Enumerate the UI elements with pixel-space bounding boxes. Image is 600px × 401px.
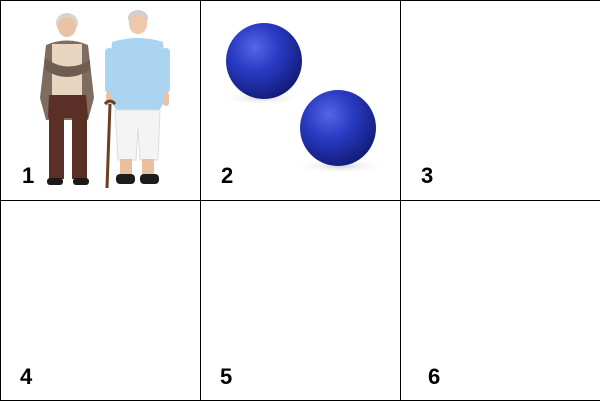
cell-number-2: 2 [221,163,234,188]
cell-number-3: 3 [421,163,434,188]
woman-right [103,10,170,189]
cell-number-5: 5 [220,364,233,389]
blue-ball-1 [226,23,302,99]
cell-number-1: 1 [22,163,35,188]
woman-left [40,13,94,185]
cell-number-4: 4 [20,364,33,389]
grid-cell-6 [400,200,600,401]
cell-number-6: 6 [428,364,441,389]
elderly-women-image [40,10,170,189]
grid-cell-4 [0,200,201,401]
blue-ball-2 [300,90,376,166]
grid-cell-3 [400,0,600,201]
grid-cell-5 [200,200,401,401]
blue-balls-image [220,23,386,174]
